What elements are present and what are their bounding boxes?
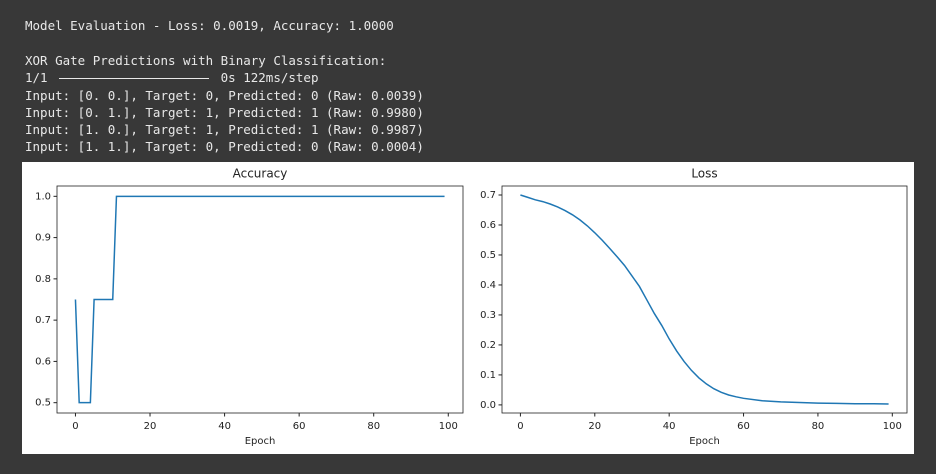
y-tick-label: 0.0 — [480, 400, 496, 411]
console-line: Model Evaluation - Loss: 0.0019, Accurac… — [25, 18, 394, 33]
progress-step: 1/1 — [25, 70, 48, 85]
console-line: XOR Gate Predictions with Binary Classif… — [25, 53, 387, 68]
y-tick-label: 1.0 — [35, 191, 51, 202]
x-tick-label: 20 — [144, 421, 157, 432]
x-tick-label: 60 — [737, 421, 750, 432]
x-axis-label: Epoch — [245, 436, 276, 447]
x-tick-label: 40 — [663, 421, 676, 432]
x-tick-label: 80 — [367, 421, 380, 432]
x-tick-label: 0 — [72, 421, 78, 432]
axes-frame — [501, 185, 908, 414]
x-tick-label: 0 — [517, 421, 523, 432]
console-line: Input: [1. 1.], Target: 0, Predicted: 0 … — [25, 139, 424, 154]
y-tick-label: 0.4 — [480, 280, 496, 291]
console-line: Input: [0. 1.], Target: 1, Predicted: 1 … — [25, 105, 424, 120]
progress-timing: 0s 122ms/step — [220, 70, 319, 85]
figure: Accuracy Epoch 0.5 0.6 0.7 0.8 0.9 1.0 0 20 40 60 80… — [22, 162, 914, 454]
chart-title: Accuracy — [233, 167, 288, 181]
line — [520, 194, 889, 405]
figure-background — [22, 162, 914, 454]
y-tick-label: 0.9 — [35, 233, 51, 244]
y-tick-label: 0.5 — [480, 250, 496, 261]
y-tick-label: 0.2 — [480, 340, 496, 351]
y-tick-label: 0.7 — [35, 315, 51, 326]
axes-frame — [56, 185, 464, 414]
progress-bar — [59, 78, 210, 79]
x-tick-label: 40 — [218, 421, 231, 432]
y-tick-label: 0.8 — [35, 274, 51, 285]
y-tick-label: 0.6 — [35, 356, 51, 367]
console-line: Input: [1. 0.], Target: 1, Predicted: 1 … — [25, 122, 424, 137]
y-tick-label: 0.6 — [480, 220, 496, 231]
y-tick-label: 0.7 — [480, 190, 496, 201]
y-tick-label: 0.3 — [480, 310, 496, 321]
x-tick-label: 100 — [439, 421, 458, 432]
x-tick-label: 100 — [883, 421, 902, 432]
x-tick-label: 60 — [293, 421, 306, 432]
y-tick-label: 0.1 — [480, 370, 496, 381]
console-line: Input: [0. 0.], Target: 0, Predicted: 0 … — [25, 88, 424, 103]
x-tick-label: 80 — [812, 421, 825, 432]
progress: 1/1 0s 122ms/step — [25, 69, 318, 86]
line — [74, 195, 445, 404]
x-tick-label: 20 — [588, 421, 601, 432]
y-tick-label: 0.5 — [35, 398, 51, 409]
x-axis-label: Epoch — [689, 436, 720, 447]
chart-title: Loss — [691, 167, 717, 181]
